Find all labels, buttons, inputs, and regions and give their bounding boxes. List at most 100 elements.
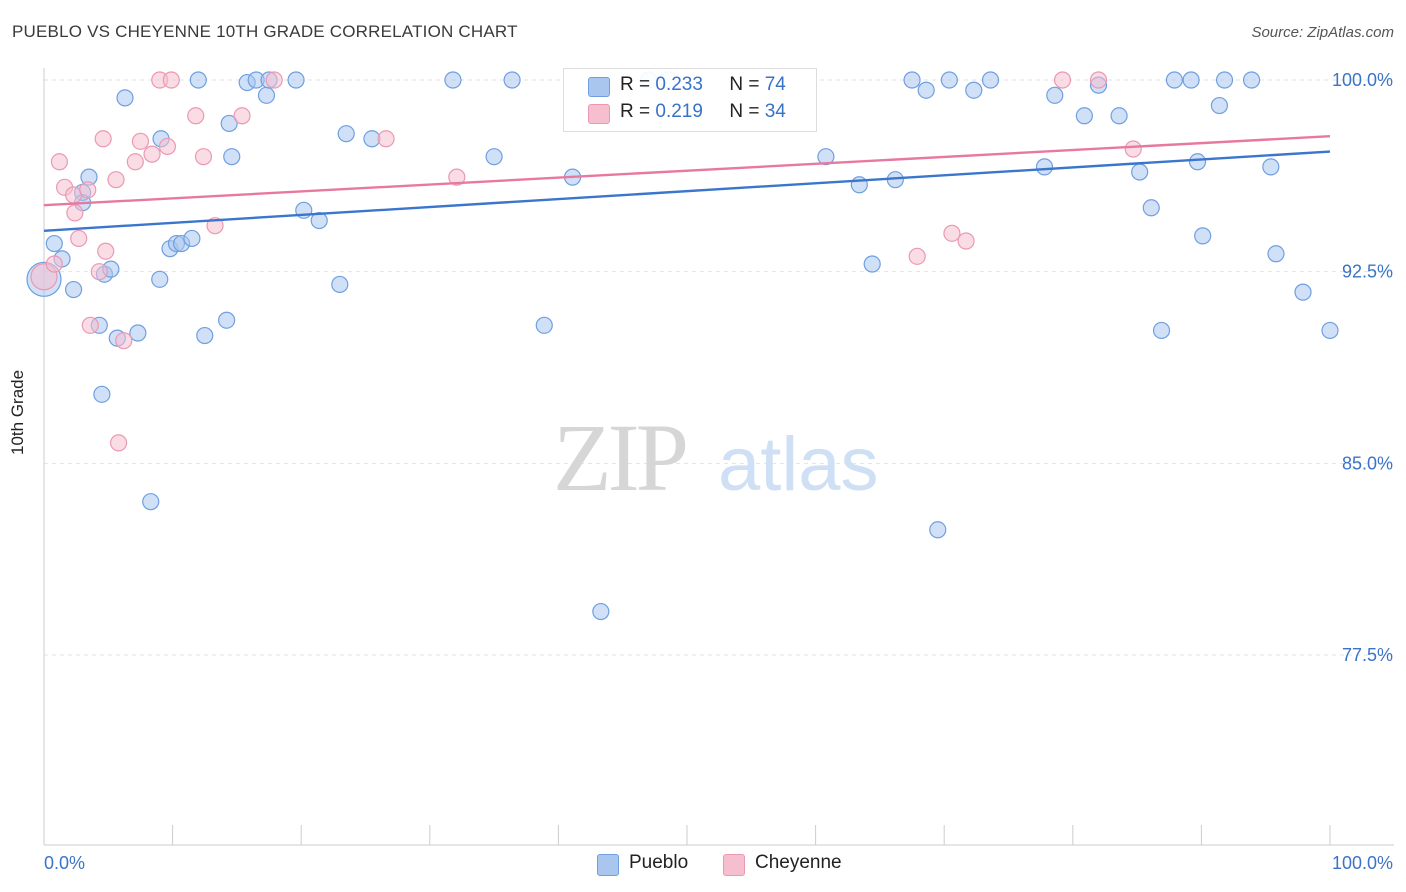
pueblo-point <box>1142 199 1160 217</box>
y-tick-label: 92.5% <box>1342 262 1393 282</box>
pueblo-point <box>1242 71 1261 89</box>
pueblo-point <box>1165 71 1183 89</box>
pueblo-point <box>189 71 207 89</box>
cheyenne-point <box>97 242 115 260</box>
pueblo-point <box>903 71 921 89</box>
cheyenne-point <box>1053 71 1072 89</box>
cheyenne-point <box>131 132 150 150</box>
pueblo-n-value: 74 <box>764 74 786 95</box>
pueblo-point <box>196 326 214 345</box>
pueblo-point <box>817 148 835 166</box>
pueblo-swatch <box>588 77 610 97</box>
pueblo-r-value: 0.233 <box>655 74 703 95</box>
pueblo-trend-line <box>43 150 1331 232</box>
cheyenne-r-label: R = <box>620 101 651 122</box>
pueblo-point <box>1110 107 1128 125</box>
pueblo-point <box>1188 153 1207 171</box>
x-tick-label: 100.0% <box>1332 853 1393 873</box>
cheyenne-trend-line <box>43 135 1331 207</box>
pueblo-point <box>1194 227 1212 245</box>
pueblo-point <box>1046 86 1064 104</box>
cheyenne-point <box>81 316 99 334</box>
y-axis-label: 10th Grade <box>8 369 27 455</box>
stats-box: R = 0.233 N = 74 R = 0.219 N = 34 <box>563 68 817 132</box>
legend-pueblo-swatch <box>597 854 619 876</box>
cheyenne-point <box>377 130 395 148</box>
pueblo-point <box>1075 107 1093 125</box>
legend-pueblo-label: Pueblo <box>629 852 689 873</box>
cheyenne-point <box>187 107 205 125</box>
y-tick-label: 100.0% <box>1332 70 1393 90</box>
cheyenne-point <box>233 107 251 125</box>
source-credit: Source: ZipAtlas.com <box>1251 24 1394 41</box>
cheyenne-point <box>79 181 97 199</box>
cheyenne-swatch <box>588 104 610 124</box>
cheyenne-point <box>158 137 177 156</box>
pueblo-point <box>863 255 881 273</box>
cheyenne-point <box>70 229 88 248</box>
pueblo-point <box>1321 321 1339 340</box>
pueblo-point <box>917 81 935 99</box>
pueblo-point <box>257 86 276 104</box>
pueblo-point <box>1035 158 1054 176</box>
cheyenne-point <box>194 148 213 166</box>
x-tick-label: 0.0% <box>44 853 85 873</box>
cheyenne-point <box>90 263 108 281</box>
cheyenne-point <box>1124 140 1142 158</box>
cheyenne-n-value: 34 <box>764 101 786 122</box>
pueblo-point <box>1131 163 1149 181</box>
pueblo-point <box>592 602 610 621</box>
pueblo-point <box>485 148 503 166</box>
pueblo-point <box>444 71 462 89</box>
pueblo-point <box>287 71 305 89</box>
pueblo-point <box>1294 283 1312 301</box>
cheyenne-n-label: N = <box>729 101 760 122</box>
cheyenne-point <box>45 255 63 273</box>
cheyenne-r-value: 0.219 <box>655 101 703 122</box>
pueblo-point <box>151 270 169 288</box>
pueblo-point <box>503 71 521 89</box>
watermark-atlas: atlas <box>718 422 879 507</box>
cheyenne-point <box>908 247 926 265</box>
pueblo-point <box>1262 158 1280 176</box>
cheyenne-point <box>109 434 128 452</box>
cheyenne-point <box>448 168 466 186</box>
cheyenne-point <box>1089 71 1108 89</box>
pueblo-n-label: N = <box>729 74 760 95</box>
pueblo-point <box>337 125 355 143</box>
cheyenne-point <box>107 171 125 189</box>
pueblo-point <box>1182 71 1200 89</box>
pueblo-point <box>1267 245 1285 263</box>
pueblo-point <box>981 71 1000 89</box>
cheyenne-point <box>115 332 133 350</box>
pueblo-point <box>93 385 111 403</box>
legend: Pueblo Cheyenne <box>0 850 1406 878</box>
pueblo-point <box>929 521 947 539</box>
pueblo-point <box>1152 321 1171 340</box>
cheyenne-point <box>943 224 961 242</box>
pueblo-point <box>129 324 147 342</box>
legend-cheyenne-swatch <box>723 854 745 876</box>
cheyenne-point <box>162 71 180 89</box>
pueblo-point <box>1215 71 1234 89</box>
cheyenne-point <box>66 204 84 222</box>
cheyenne-point <box>126 153 144 171</box>
pueblo-point <box>142 493 160 511</box>
pueblo-point <box>1210 96 1229 115</box>
pueblo-point <box>45 234 63 253</box>
cheyenne-point <box>143 145 161 163</box>
pueblo-point <box>310 211 328 230</box>
y-tick-label: 85.0% <box>1342 453 1393 473</box>
pueblo-point <box>965 81 983 99</box>
watermark-zip: ZIP <box>553 404 686 511</box>
pueblo-point <box>535 316 553 334</box>
cheyenne-point <box>265 71 283 89</box>
y-tick-label: 77.5% <box>1342 645 1393 665</box>
pueblo-point <box>218 311 236 329</box>
pueblo-point <box>116 89 134 107</box>
pueblo-point <box>183 229 201 248</box>
pueblo-point <box>64 280 83 299</box>
pueblo-point <box>940 71 958 89</box>
cheyenne-point <box>94 130 112 148</box>
cheyenne-point <box>957 232 975 250</box>
